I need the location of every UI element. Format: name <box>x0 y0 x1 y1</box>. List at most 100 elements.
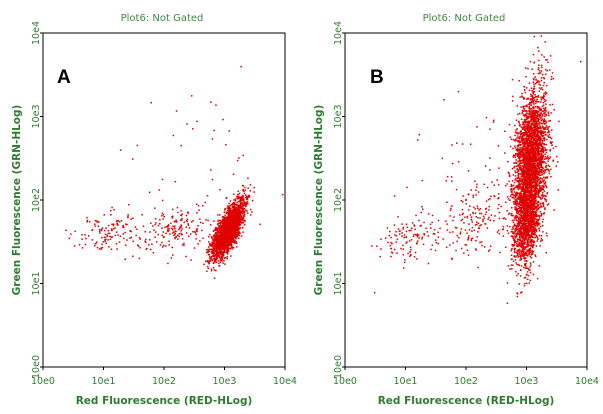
data-point <box>216 238 219 240</box>
data-point <box>521 143 523 146</box>
data-point <box>226 217 229 219</box>
data-point <box>73 245 76 247</box>
data-point <box>423 234 426 236</box>
data-point <box>528 142 530 144</box>
data-point <box>232 173 235 175</box>
data-point <box>218 256 221 259</box>
data-point <box>129 230 132 232</box>
data-point <box>520 168 523 170</box>
data-point <box>120 220 123 222</box>
data-point <box>552 159 555 161</box>
data-point <box>227 242 229 244</box>
data-point <box>243 200 246 203</box>
data-point <box>543 161 546 163</box>
data-point <box>435 242 438 244</box>
data-point <box>395 241 397 243</box>
data-point <box>241 195 243 198</box>
data-point <box>538 50 540 52</box>
data-point <box>539 174 542 176</box>
data-point <box>211 178 214 181</box>
data-point <box>531 132 533 135</box>
data-point <box>391 251 393 253</box>
data-point <box>242 217 244 219</box>
data-point <box>519 169 521 171</box>
data-point <box>468 229 471 231</box>
data-point <box>187 212 189 215</box>
data-point <box>245 202 247 204</box>
data-point <box>228 223 230 225</box>
data-point <box>137 244 139 246</box>
data-point <box>242 211 245 214</box>
data-point <box>527 188 529 190</box>
data-point <box>511 196 513 199</box>
data-point <box>215 240 218 242</box>
data-point <box>535 122 538 125</box>
data-point <box>540 35 543 37</box>
data-point <box>215 104 217 106</box>
data-point <box>520 155 522 157</box>
data-point <box>518 207 520 210</box>
data-point <box>522 137 524 140</box>
data-point <box>237 234 240 236</box>
data-point <box>477 231 479 233</box>
data-point <box>231 203 234 205</box>
data-point <box>533 158 535 161</box>
data-point <box>185 214 188 217</box>
data-point <box>405 223 408 225</box>
data-point <box>548 172 551 175</box>
data-point <box>544 128 547 130</box>
data-point <box>174 233 176 236</box>
data-point <box>158 189 161 191</box>
data-point <box>233 215 236 217</box>
data-point <box>513 194 515 197</box>
data-point <box>107 224 110 227</box>
data-point <box>540 153 542 155</box>
data-point <box>247 212 249 214</box>
data-point <box>237 219 239 221</box>
data-point <box>503 217 505 219</box>
data-point <box>226 245 228 247</box>
data-point <box>240 210 242 212</box>
data-point <box>155 222 157 224</box>
data-point <box>482 219 484 221</box>
data-point <box>232 216 234 219</box>
data-point <box>241 212 244 215</box>
data-point <box>218 246 220 248</box>
data-point <box>227 234 230 236</box>
data-point <box>463 222 465 224</box>
data-point <box>209 244 211 247</box>
data-point <box>528 160 531 163</box>
data-point <box>210 236 213 238</box>
data-point <box>514 199 517 201</box>
data-point <box>502 217 504 220</box>
data-point <box>234 232 236 234</box>
data-point <box>242 209 244 211</box>
data-point <box>525 98 528 100</box>
data-point <box>499 251 501 254</box>
data-point <box>523 152 525 155</box>
data-point <box>521 140 523 143</box>
data-point <box>544 108 547 110</box>
data-point <box>152 225 154 227</box>
data-point <box>150 222 152 224</box>
data-point <box>539 116 542 119</box>
data-point <box>533 126 535 129</box>
data-point <box>222 218 225 220</box>
data-point <box>411 222 414 224</box>
data-point <box>533 73 535 75</box>
data-point <box>229 220 232 223</box>
data-point <box>540 122 542 125</box>
data-point <box>219 249 221 251</box>
data-point <box>516 249 519 252</box>
data-point <box>532 119 535 121</box>
data-point <box>530 118 532 120</box>
data-point <box>170 257 173 259</box>
data-point <box>214 260 217 263</box>
data-point <box>117 234 119 236</box>
data-point <box>216 257 218 259</box>
data-point <box>525 190 527 192</box>
data-point <box>523 126 526 128</box>
data-point <box>529 185 531 187</box>
y-axis-ticks: 10e0 10e1 10e2 10e3 10e4 <box>31 21 42 379</box>
data-point <box>223 238 226 240</box>
